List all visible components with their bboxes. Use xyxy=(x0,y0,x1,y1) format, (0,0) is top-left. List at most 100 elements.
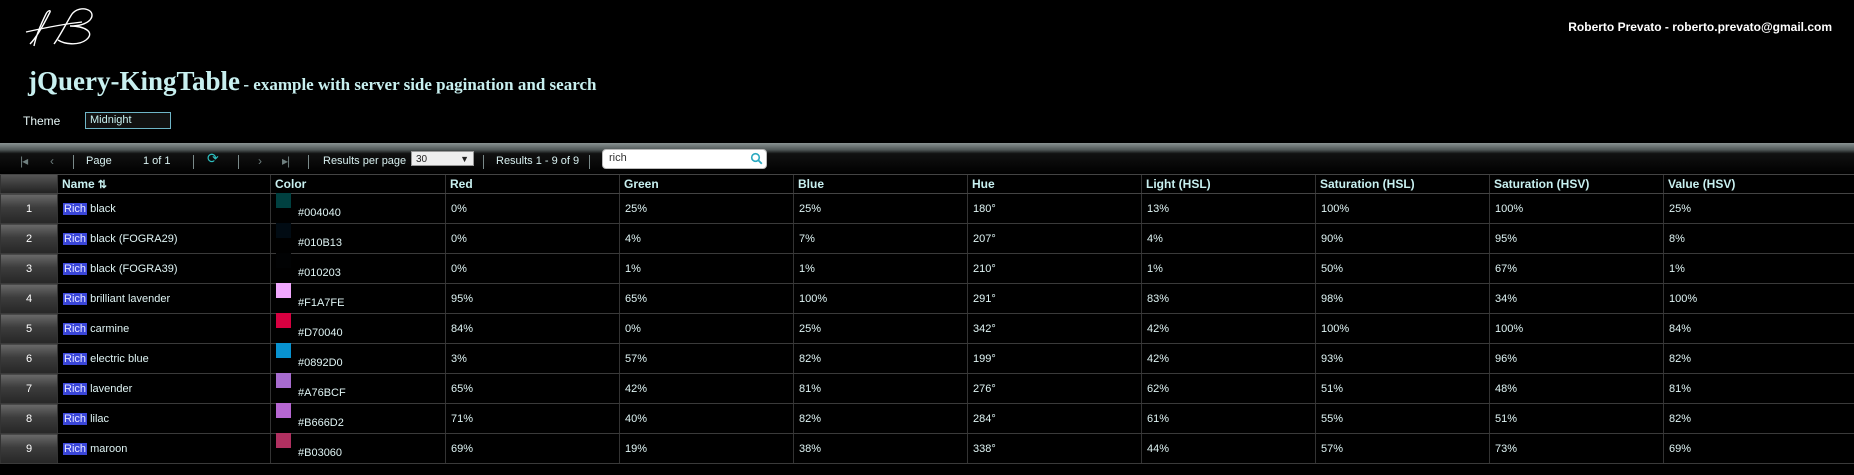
color-swatch xyxy=(276,402,291,418)
cell-hue: 207° xyxy=(967,223,1142,254)
cell-blue: 82% xyxy=(793,403,968,434)
results-per-page-select[interactable]: 30 ▼ xyxy=(411,151,474,166)
cell-hue: 338° xyxy=(967,433,1142,464)
cell-blue: 81% xyxy=(793,373,968,404)
column-header-light-hsl[interactable]: Light (HSL) xyxy=(1141,175,1316,194)
cell-light: 4% xyxy=(1141,223,1316,254)
name-cell: Rich lilac xyxy=(57,403,271,434)
name-cell: Rich black (FOGRA29) xyxy=(57,223,271,254)
cell-sat-hsv: 34% xyxy=(1489,283,1664,314)
cell-hue: 276° xyxy=(967,373,1142,404)
color-hex: #010B13 xyxy=(298,236,343,249)
cell-sat-hsl: 51% xyxy=(1315,373,1490,404)
column-header-blue[interactable]: Blue xyxy=(793,175,968,194)
column-header-label: Name xyxy=(62,177,95,191)
first-page-icon[interactable]: |◂ xyxy=(20,154,28,168)
color-swatch xyxy=(276,312,291,328)
row-number: 7 xyxy=(0,373,58,404)
search-highlight: Rich xyxy=(63,442,88,455)
cell-red: 71% xyxy=(445,403,620,434)
column-header-red[interactable]: Red xyxy=(445,175,620,194)
table-row[interactable]: 9 Rich maroon #B03060 69% 19% 38% 338° 44% 57% 73… xyxy=(0,432,1854,464)
last-page-icon[interactable]: ▸| xyxy=(282,154,290,168)
table-row[interactable]: 4 Rich brilliant lavender #F1A7FE 95% 65% 100… xyxy=(0,282,1854,314)
cell-green: 57% xyxy=(619,343,794,374)
table-row[interactable]: 7 Rich lavender #A76BCF 65% 42% 81% 276° 62% 51%… xyxy=(0,372,1854,404)
table-row[interactable]: 8 Rich lilac #B666D2 71% 40% 82% 284° 61% 55% 51%… xyxy=(0,402,1854,434)
search-highlight: Rich xyxy=(63,262,88,275)
refresh-icon[interactable]: ⟳ xyxy=(207,150,219,166)
color-cell: #B666D2 xyxy=(270,402,446,434)
cell-blue: 25% xyxy=(793,313,968,344)
cell-red: 65% xyxy=(445,373,620,404)
row-number: 5 xyxy=(0,313,58,344)
row-number: 9 xyxy=(0,433,58,464)
cell-blue: 82% xyxy=(793,343,968,374)
column-header-hue[interactable]: Hue xyxy=(967,175,1142,194)
search-highlight: Rich xyxy=(63,202,88,215)
color-name-rest: black (FOGRA29) xyxy=(90,232,178,245)
table-row[interactable]: 2 Rich black (FOGRA29) #010B13 0% 4% 7% 207° 4%… xyxy=(0,222,1854,254)
cell-sat-hsv: 100% xyxy=(1489,193,1664,224)
color-hex: #D70040 xyxy=(298,326,343,339)
column-header-color[interactable]: Color xyxy=(270,175,446,194)
cell-red: 69% xyxy=(445,433,620,464)
color-hex: #0892D0 xyxy=(298,356,343,369)
table-row[interactable]: 1 Rich black #004040 0% 25% 25% 180° 13% 100% 100… xyxy=(0,192,1854,224)
cell-hue: 284° xyxy=(967,403,1142,434)
table-row[interactable]: 3 Rich black (FOGRA39) #010203 0% 1% 1% 210° 1%… xyxy=(0,252,1854,284)
cell-val: 69% xyxy=(1663,433,1854,464)
cell-val: 82% xyxy=(1663,403,1854,434)
search-highlight: Rich xyxy=(63,232,88,245)
color-swatch xyxy=(276,252,291,268)
name-cell: Rich lavender xyxy=(57,373,271,404)
cell-sat-hsv: 48% xyxy=(1489,373,1664,404)
theme-select[interactable]: Midnight xyxy=(85,112,171,129)
prev-page-icon[interactable]: ‹ xyxy=(50,154,54,168)
cell-sat-hsv: 51% xyxy=(1489,403,1664,434)
column-header-saturation-hsl[interactable]: Saturation (HSL) xyxy=(1315,175,1490,194)
cell-green: 19% xyxy=(619,433,794,464)
color-name-rest: electric blue xyxy=(90,352,149,365)
cell-light: 83% xyxy=(1141,283,1316,314)
cell-sat-hsv: 100% xyxy=(1489,313,1664,344)
theme-row: Theme Midnight xyxy=(23,112,171,129)
column-header-value-hsv[interactable]: Value (HSV) xyxy=(1663,175,1854,194)
cell-blue: 100% xyxy=(793,283,968,314)
toolbar-separator xyxy=(73,155,74,169)
name-cell: Rich black xyxy=(57,193,271,224)
table-header-row: Name ⇅ Color Red Green Blue Hue Light (HS… xyxy=(0,175,1854,194)
search-highlight: Rich xyxy=(63,322,88,335)
cell-val: 8% xyxy=(1663,223,1854,254)
cell-light: 61% xyxy=(1141,403,1316,434)
column-header-green[interactable]: Green xyxy=(619,175,794,194)
page-subtitle: - example with server side pagination an… xyxy=(243,75,597,94)
cell-sat-hsl: 55% xyxy=(1315,403,1490,434)
page-value: 1 of 1 xyxy=(143,155,171,167)
cell-light: 42% xyxy=(1141,343,1316,374)
color-name-rest: black xyxy=(90,202,116,215)
color-name-rest: lilac xyxy=(90,412,110,425)
color-name-rest: carmine xyxy=(90,322,130,335)
table-row[interactable]: 5 Rich carmine #D70040 84% 0% 25% 342° 42% 100% 1… xyxy=(0,312,1854,344)
cell-val: 84% xyxy=(1663,313,1854,344)
search-icon[interactable] xyxy=(750,152,763,165)
search-input[interactable]: rich xyxy=(609,152,627,164)
color-swatch xyxy=(276,372,291,388)
cell-red: 3% xyxy=(445,343,620,374)
cell-light: 1% xyxy=(1141,253,1316,284)
table-row[interactable]: 6 Rich electric blue #0892D0 3% 57% 82% 199° 42… xyxy=(0,342,1854,374)
cell-hue: 291° xyxy=(967,283,1142,314)
color-hex: #010203 xyxy=(298,266,341,279)
color-name-rest: brilliant lavender xyxy=(90,292,171,305)
results-per-page-label: Results per page xyxy=(323,155,407,167)
next-page-icon[interactable]: › xyxy=(258,154,262,168)
chevron-down-icon: ▼ xyxy=(460,154,469,164)
cell-sat-hsl: 90% xyxy=(1315,223,1490,254)
cell-hue: 342° xyxy=(967,313,1142,344)
column-header-saturation-hsv[interactable]: Saturation (HSV) xyxy=(1489,175,1664,194)
signature-logo xyxy=(25,8,93,47)
search-field[interactable]: rich xyxy=(602,149,767,169)
page-title: jQuery-KingTable xyxy=(28,66,241,96)
column-header-name[interactable]: Name ⇅ xyxy=(57,175,271,194)
